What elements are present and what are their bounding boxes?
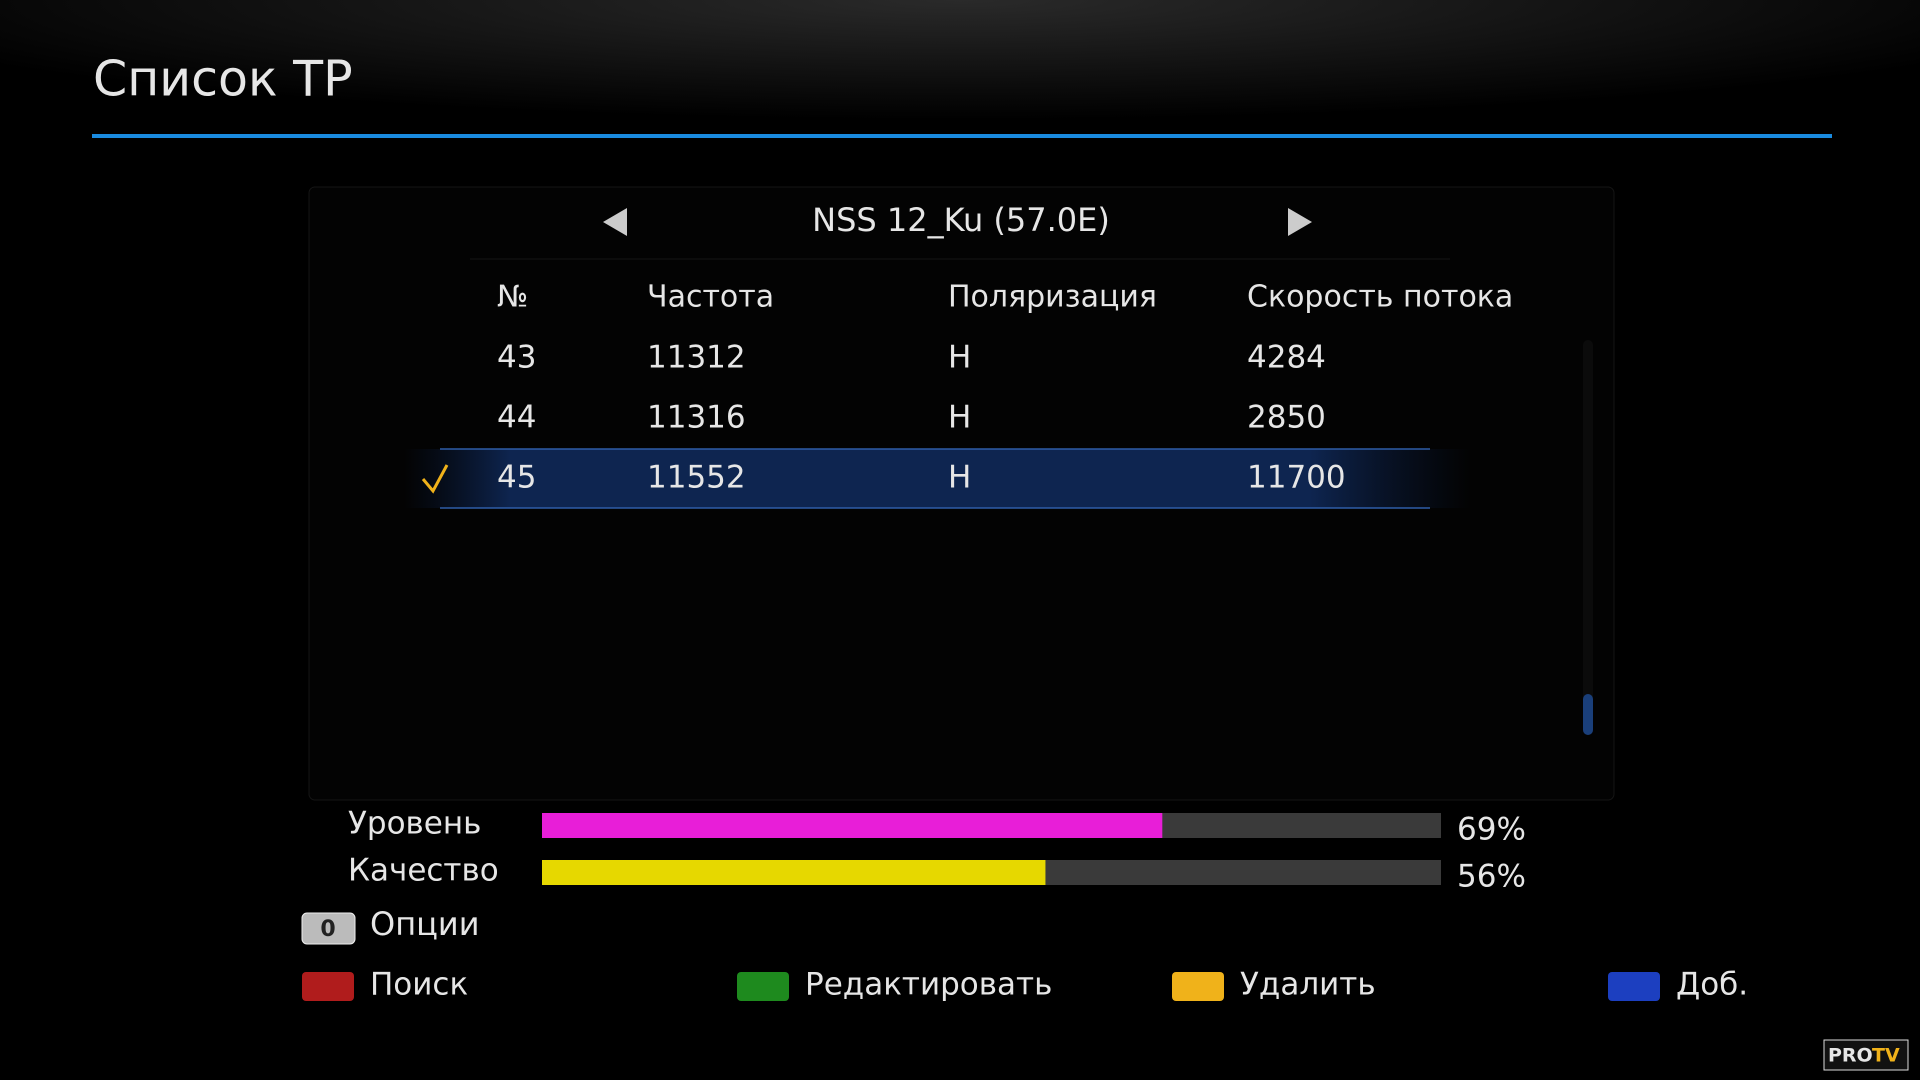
key-label: 0: [320, 917, 335, 942]
scrollbar: [1583, 340, 1593, 735]
column-header: Частота: [647, 280, 774, 315]
signal-bar: [542, 813, 1163, 838]
watermark: PRO: [1828, 1045, 1873, 1067]
color-key[interactable]: [1608, 972, 1660, 1001]
cell[interactable]: 44: [497, 400, 536, 436]
cell[interactable]: 11312: [647, 340, 746, 376]
signal-value: 69%: [1457, 812, 1526, 848]
button-label[interactable]: Поиск: [370, 967, 468, 1003]
watermark-box: [1823, 1039, 1909, 1071]
prev-arrow[interactable]: [603, 208, 627, 236]
color-key[interactable]: [302, 972, 354, 1001]
content: № Частота Поляризация Скорость потока 43 1131…: [302, 280, 1909, 1071]
signal-bar: [542, 860, 1046, 885]
options-label[interactable]: Опции: [370, 905, 479, 943]
key-icon: [301, 912, 356, 945]
title: Список TP: [93, 51, 353, 108]
column-header: Поляризация: [948, 280, 1157, 315]
cell[interactable]: H: [948, 460, 971, 496]
signal-label: Уровень: [348, 806, 481, 842]
color-key[interactable]: [1172, 972, 1224, 1001]
satellite-name: NSS 12_Ku (57.0E): [812, 201, 1110, 239]
title-underline: [92, 134, 1832, 138]
check-mark: [421, 464, 449, 494]
column-header: №: [497, 280, 528, 315]
cell[interactable]: H: [948, 400, 971, 436]
scroll-thumb[interactable]: [1583, 694, 1593, 735]
header-glow: [0, 0, 1920, 200]
next-arrow[interactable]: [1288, 208, 1312, 236]
selection-highlight: [404, 449, 1470, 508]
cell[interactable]: 43: [497, 340, 536, 376]
button-label[interactable]: Доб.: [1676, 967, 1748, 1003]
cell[interactable]: 4284: [1247, 340, 1326, 376]
button-label[interactable]: Редактировать: [805, 967, 1052, 1003]
button-label[interactable]: Удалить: [1240, 967, 1376, 1003]
cell[interactable]: 11552: [647, 460, 746, 496]
cell[interactable]: 2850: [1247, 400, 1326, 436]
signal-value: 56%: [1457, 859, 1526, 895]
signal-label: Качество: [348, 853, 499, 889]
cell[interactable]: 45: [497, 460, 536, 496]
watermark: TV: [1872, 1045, 1900, 1067]
cell[interactable]: 11700: [1247, 460, 1346, 496]
color-key[interactable]: [737, 972, 789, 1001]
cell[interactable]: 11316: [647, 400, 746, 436]
column-header: Скорость потока: [1247, 280, 1513, 315]
cell[interactable]: H: [948, 340, 971, 376]
